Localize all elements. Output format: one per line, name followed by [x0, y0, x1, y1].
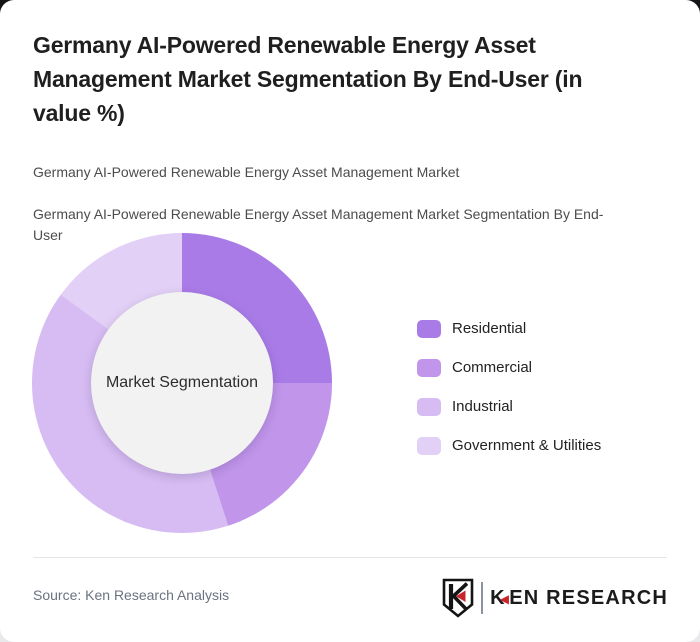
- wordmark-k: K: [490, 586, 506, 609]
- legend-swatch-residential: [417, 319, 441, 338]
- donut-chart-area: Market Segmentation Residential Commerci…: [0, 233, 700, 533]
- source-text: Source: Ken Research Analysis: [33, 587, 230, 603]
- logo-separator: [481, 582, 484, 614]
- shield-k-icon: [442, 578, 474, 618]
- legend-swatch-commercial: [417, 358, 441, 377]
- donut-center-label: Market Segmentation: [105, 374, 259, 391]
- subtitle-line-2: Germany AI-Powered Renewable Energy Asse…: [33, 206, 604, 243]
- legend-swatch-government-utilities: [417, 436, 441, 455]
- ken-research-logo: K ◀ EN RESEARCH: [441, 578, 668, 618]
- donut-chart[interactable]: Market Segmentation: [32, 233, 332, 533]
- legend-label: Residential: [452, 320, 527, 337]
- legend-label: Industrial: [452, 398, 513, 415]
- chart-legend: Residential Commercial Industrial Govern…: [417, 319, 601, 475]
- footer-divider: [33, 557, 667, 558]
- donut-center: Market Segmentation: [91, 292, 273, 474]
- legend-label: Government & Utilities: [452, 437, 602, 454]
- wordmark-rest: EN RESEARCH: [509, 586, 668, 609]
- subtitle-line-1: Germany AI-Powered Renewable Energy Asse…: [33, 164, 460, 180]
- legend-item-residential[interactable]: Residential: [417, 319, 601, 338]
- legend-swatch-industrial: [417, 397, 441, 416]
- legend-item-government-utilities[interactable]: Government & Utilities: [417, 436, 601, 455]
- logo-wordmark: K ◀ EN RESEARCH: [490, 587, 668, 610]
- red-triangle-icon: ◀: [499, 592, 511, 606]
- page-title: Germany AI-Powered Renewable Energy Asse…: [33, 32, 583, 126]
- legend-item-industrial[interactable]: Industrial: [417, 397, 601, 416]
- legend-item-commercial[interactable]: Commercial: [417, 358, 601, 377]
- legend-label: Commercial: [452, 359, 533, 376]
- chart-subtitle: Germany AI-Powered Renewable Energy Asse…: [33, 141, 673, 267]
